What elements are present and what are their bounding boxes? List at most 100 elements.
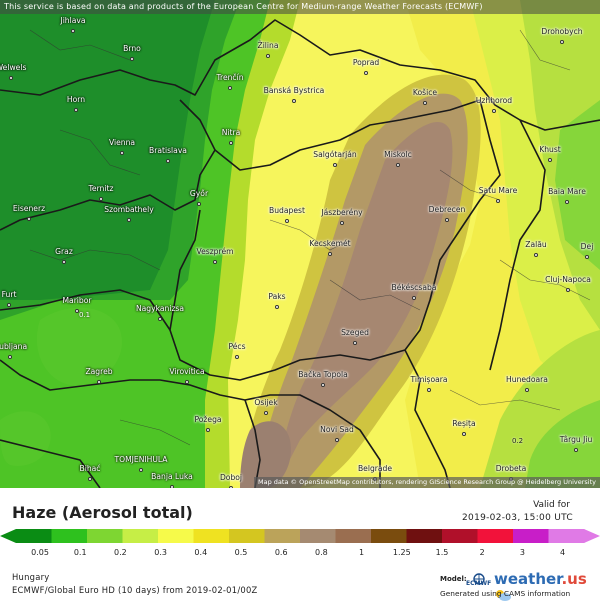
model-run-line: ECMWF/Global Euro HD (10 days) from 2019… [12, 585, 258, 595]
city-dot [130, 57, 134, 61]
city-dot [228, 86, 232, 90]
city-label: Trenčín [216, 73, 244, 82]
city-label: Drohobych [541, 27, 583, 36]
city-label: Pécs [228, 342, 246, 351]
scale-segment [16, 529, 52, 543]
ecmwf-text: ECMWF [466, 580, 492, 587]
city-dot [340, 221, 344, 225]
city-label: Zagreb [85, 367, 113, 376]
city-label: Timișoara [410, 375, 448, 384]
scale-segment [406, 529, 443, 543]
aerosol-map[interactable]: This service is based on data and produc… [0, 0, 600, 488]
city-label: Maribor [62, 296, 92, 305]
city-dot [88, 477, 92, 481]
city-label: Bratislava [149, 146, 187, 155]
city-dot [496, 199, 500, 203]
scale-segment [264, 529, 301, 543]
sun-cloud-icon [496, 590, 511, 601]
scale-tick-label: 2 [479, 548, 485, 557]
city-dot [74, 108, 78, 112]
city-dot [548, 158, 552, 162]
ecmwf-globe-icon [473, 573, 485, 585]
city-label: Osijek [254, 398, 278, 407]
city-dot [127, 218, 131, 222]
scale-tick-label: 0.8 [315, 548, 328, 557]
city-label: Doboj [219, 473, 243, 482]
city-label: Békéscsaba [391, 283, 437, 292]
city-dot [445, 218, 449, 222]
city-dot [566, 288, 570, 292]
scale-segment [122, 529, 159, 543]
city-dot [585, 255, 589, 259]
color-scale-ticks: 0.05 0.1 0.2 0.3 0.4 0.5 0.6 0.8 1 1.25 1.5 2 3 4 [0, 548, 600, 560]
scale-tick-label: 4 [560, 548, 566, 557]
city-label: Zalău [525, 240, 547, 249]
city-label: Požega [194, 415, 222, 424]
city-dot [328, 252, 332, 256]
city-dot [139, 468, 143, 472]
scale-segment [513, 529, 549, 543]
city-label: Ljubljana [0, 342, 28, 351]
city-label: Novi Sad [320, 425, 354, 434]
disclaimer-bar: This service is based on data and produc… [0, 0, 600, 14]
isoline-value: 0.1 [79, 311, 91, 319]
city-label: Khust [539, 145, 561, 154]
generated-note: Generated using CAMS information [440, 589, 571, 598]
scale-tick-label: 0.05 [31, 548, 49, 557]
city-label: Reșița [452, 419, 476, 428]
city-label: Banja Luka [151, 472, 193, 481]
city-label: Győr [189, 189, 209, 198]
city-label: Jihlava [60, 16, 86, 25]
scale-segment [158, 529, 194, 543]
valid-time: 2019-02-03, 15:00 UTC [462, 513, 573, 523]
city-label: Eisenerz [12, 204, 46, 213]
city-dot [229, 141, 233, 145]
city-dot [158, 317, 162, 321]
city-label: Nitra [221, 128, 241, 137]
city-label: Brno [123, 44, 141, 53]
scale-tick-label: 3 [519, 548, 525, 557]
map-attribution: Map data © OpenStreetMap contributors, r… [254, 477, 600, 488]
scale-segment [51, 529, 88, 543]
city-label: Poprad [352, 58, 380, 67]
city-dot [7, 303, 11, 307]
city-label: Szeged [341, 328, 369, 337]
city-label: Cluj-Napoca [545, 275, 591, 284]
city-label: Satu Mare [478, 186, 518, 195]
city-dot [206, 428, 210, 432]
city-dot [333, 163, 337, 167]
city-label: Welwels [0, 63, 27, 72]
scale-tick-label: 0.1 [73, 548, 87, 557]
city-dot [321, 383, 325, 387]
city-dot [120, 151, 124, 155]
city-label: Bačka Topola [298, 370, 348, 379]
region-name: Hungary [12, 572, 50, 582]
city-dot [62, 260, 66, 264]
city-label: Ternitz [88, 184, 114, 193]
map-title: Haze (Aerosol total) [12, 503, 193, 522]
city-dot [525, 388, 529, 392]
city-label: Vienna [108, 138, 136, 147]
city-dot [565, 200, 569, 204]
city-dot [292, 99, 296, 103]
city-label: Banská Bystrica [263, 86, 325, 95]
isoline-value: 0.2 [512, 437, 524, 445]
city-label: Nagykanizsa [135, 304, 185, 313]
brand-logo[interactable]: weather.us [494, 570, 600, 606]
city-label: Kecskemét [309, 239, 351, 248]
brand-suffix: .us [561, 570, 587, 588]
ecmwf-logo: ECMWF [466, 570, 492, 588]
city-dot [423, 101, 427, 105]
city-dot [462, 432, 466, 436]
scale-segment [87, 529, 123, 543]
scale-tick-label: 0.6 [274, 548, 288, 557]
city-label: Veszprém [196, 247, 234, 256]
city-dot [427, 388, 431, 392]
city-label: Virovitica [169, 367, 205, 376]
city-label: Drobeta [495, 464, 527, 473]
scale-tick-label: 1.25 [392, 548, 411, 557]
city-label: Belgrade [357, 464, 393, 473]
city-label: Žilina [257, 41, 279, 50]
city-dot [364, 71, 368, 75]
city-label: Szombathely [104, 205, 154, 214]
